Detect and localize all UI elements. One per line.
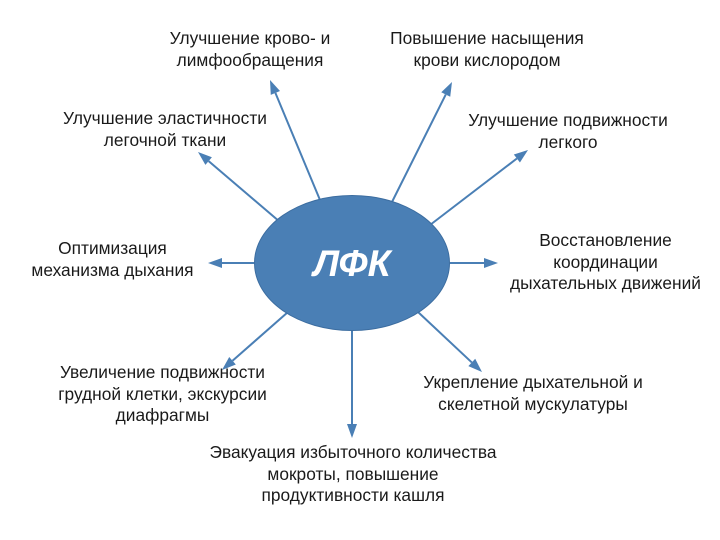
arrow-line [430, 159, 517, 225]
node-label: Улучшение крово- и лимфообращения [145, 28, 355, 71]
diagram-stage: ЛФК Улучшение крово- и лимфообращения Пов… [0, 0, 720, 540]
node-label: Эвакуация избыточного количества мокроты… [208, 442, 498, 507]
node-label: Улучшение подвижности легкого [468, 110, 668, 153]
center-label: ЛФК [313, 242, 390, 285]
node-label: Укрепление дыхательной и скелетной муску… [418, 372, 648, 415]
node-label: Увеличение подвижности грудной клетки, э… [50, 362, 275, 427]
arrow-head [270, 80, 280, 95]
arrow-head [198, 152, 212, 165]
node-label: Повышение насыщения крови кислородом [372, 28, 602, 71]
arrow-head [441, 82, 452, 97]
node-label: Оптимизация механизма дыхания [20, 238, 205, 281]
node-label: Улучшение эластичности легочной ткани [60, 108, 270, 151]
arrow-head [468, 359, 482, 372]
arrow-line [209, 161, 280, 222]
arrow-head [347, 424, 357, 438]
center-node: ЛФК [254, 195, 450, 331]
node-label: Восстановление координации дыхательных д… [498, 230, 713, 295]
arrow-line [418, 312, 472, 362]
arrow-line [275, 93, 320, 200]
arrow-line [233, 312, 288, 361]
arrow-line [392, 95, 446, 202]
arrow-head [484, 258, 498, 268]
arrow-head [208, 258, 222, 268]
